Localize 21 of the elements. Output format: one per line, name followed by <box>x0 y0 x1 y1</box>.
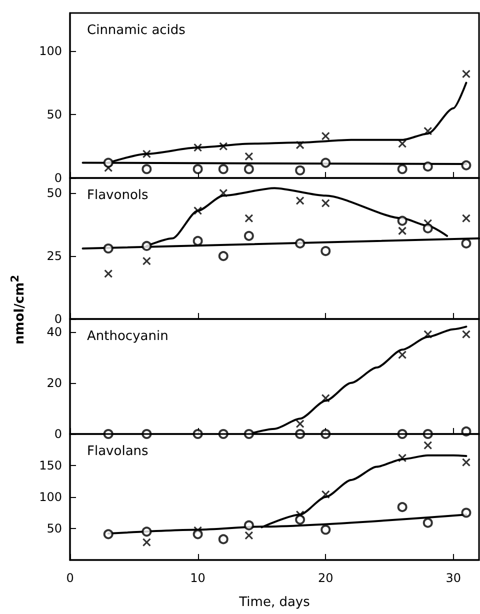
y-tick-label: 25 <box>46 249 62 264</box>
x-tick-label: 20 <box>318 571 334 585</box>
y-tick-label: 0 <box>54 427 62 441</box>
y-tick-label: 50 <box>46 186 62 200</box>
text: Anthocyanin <box>87 329 168 344</box>
y-tick-label: 150 <box>39 458 62 472</box>
x-tick-label: 30 <box>446 571 462 585</box>
y-tick-label: 50 <box>46 108 62 122</box>
x-tick-label: 0 <box>66 571 74 585</box>
y-tick-label: 20 <box>46 376 62 390</box>
x-tick-label: 10 <box>190 571 206 585</box>
y-tick-label: 100 <box>39 490 62 504</box>
y-tick-label: 40 <box>46 324 62 339</box>
text: Cinnamic acids <box>87 23 186 38</box>
y-tick-label: 0 <box>54 171 62 185</box>
text: Flavolans <box>87 444 149 459</box>
y-tick-label: 50 <box>46 522 62 536</box>
y-tick-label: 0 <box>54 312 62 326</box>
y-tick-label: 100 <box>39 44 62 58</box>
text: Flavonols <box>87 188 149 203</box>
x-axis-title: Time, days <box>238 595 310 610</box>
